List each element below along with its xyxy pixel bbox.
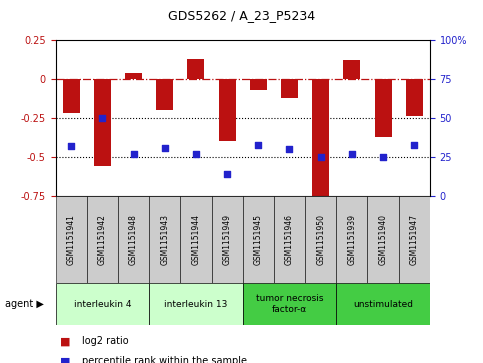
Point	[379, 154, 387, 160]
Bar	[368, 196, 398, 283]
Bar	[63, 79, 80, 113]
Point	[99, 115, 106, 121]
Text: ■: ■	[60, 336, 71, 346]
Bar	[242, 283, 336, 325]
Bar	[156, 79, 173, 110]
Bar	[94, 79, 111, 166]
Text: GSM1151943: GSM1151943	[160, 214, 169, 265]
Bar	[242, 196, 274, 283]
Text: log2 ratio: log2 ratio	[82, 336, 129, 346]
Bar	[398, 196, 430, 283]
Bar	[56, 196, 87, 283]
Text: interleukin 13: interleukin 13	[164, 299, 227, 309]
Text: ■: ■	[60, 356, 71, 363]
Bar	[212, 196, 242, 283]
Bar	[149, 196, 180, 283]
Point	[317, 154, 325, 160]
Point	[285, 146, 293, 152]
Bar	[56, 283, 149, 325]
Point	[129, 151, 137, 157]
Bar	[374, 79, 392, 137]
Text: tumor necrosis
factor-α: tumor necrosis factor-α	[256, 294, 323, 314]
Text: GSM1151948: GSM1151948	[129, 214, 138, 265]
Point	[67, 143, 75, 149]
Text: agent ▶: agent ▶	[5, 299, 43, 309]
Text: GDS5262 / A_23_P5234: GDS5262 / A_23_P5234	[168, 9, 315, 22]
Bar	[218, 79, 236, 141]
Bar	[274, 196, 305, 283]
Bar	[125, 73, 142, 79]
Text: GSM1151950: GSM1151950	[316, 214, 325, 265]
Text: GSM1151939: GSM1151939	[347, 214, 356, 265]
Point	[348, 151, 356, 157]
Point	[192, 151, 200, 157]
Text: percentile rank within the sample: percentile rank within the sample	[82, 356, 247, 363]
Bar	[281, 79, 298, 98]
Bar	[336, 196, 368, 283]
Point	[255, 142, 262, 147]
Bar	[118, 196, 149, 283]
Bar	[149, 283, 242, 325]
Text: interleukin 4: interleukin 4	[73, 299, 131, 309]
Text: GSM1151942: GSM1151942	[98, 214, 107, 265]
Point	[161, 145, 169, 151]
Text: GSM1151944: GSM1151944	[191, 214, 200, 265]
Text: unstimulated: unstimulated	[353, 299, 413, 309]
Bar	[305, 196, 336, 283]
Bar	[87, 196, 118, 283]
Bar	[343, 60, 360, 79]
Text: GSM1151947: GSM1151947	[410, 214, 419, 265]
Text: GSM1151946: GSM1151946	[285, 214, 294, 265]
Point	[411, 142, 418, 147]
Text: GSM1151940: GSM1151940	[379, 214, 387, 265]
Text: GSM1151949: GSM1151949	[223, 214, 232, 265]
Bar	[250, 79, 267, 90]
Bar	[406, 79, 423, 117]
Text: GSM1151941: GSM1151941	[67, 214, 76, 265]
Bar	[336, 283, 430, 325]
Text: GSM1151945: GSM1151945	[254, 214, 263, 265]
Bar	[180, 196, 212, 283]
Bar	[187, 59, 204, 79]
Point	[223, 171, 231, 177]
Bar	[312, 79, 329, 204]
